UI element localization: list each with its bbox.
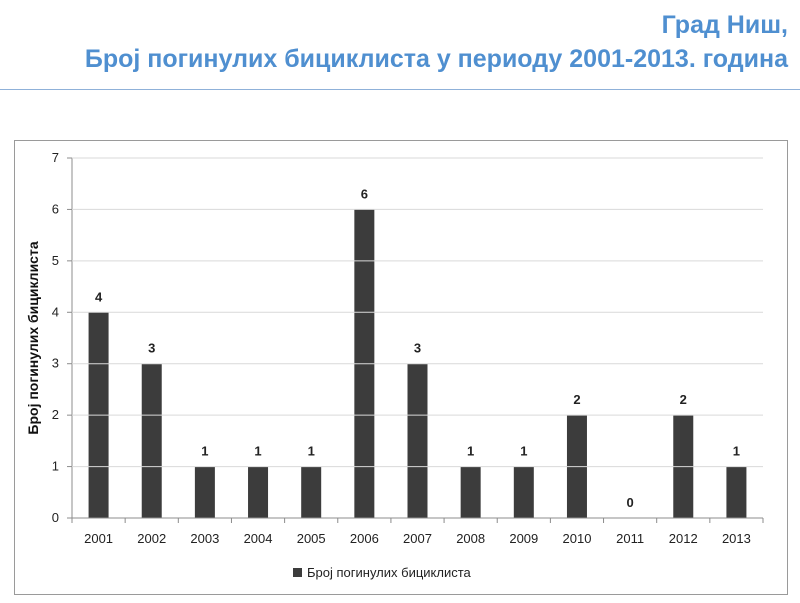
x-tick-label: 2003	[190, 531, 219, 546]
x-tick-label: 2008	[456, 531, 485, 546]
x-tick-label: 2006	[350, 531, 379, 546]
y-tick-label: 6	[52, 201, 59, 216]
y-tick-label: 7	[52, 150, 59, 165]
data-label: 6	[361, 186, 368, 201]
data-label: 1	[308, 444, 315, 459]
data-label: 1	[733, 444, 740, 459]
legend-swatch	[293, 568, 302, 577]
y-axis-label: Број погинулих бициклиста	[25, 241, 41, 434]
data-label: 1	[467, 444, 474, 459]
title-line-2: Број погинулих бициклиста у периоду 2001…	[84, 45, 788, 73]
x-tick-label: 2012	[669, 531, 698, 546]
x-tick-label: 2002	[137, 531, 166, 546]
data-label: 3	[148, 341, 155, 356]
x-tick-label: 2001	[84, 531, 113, 546]
data-label: 0	[626, 495, 633, 510]
y-tick-label: 4	[52, 304, 59, 319]
y-tick-label: 0	[52, 510, 59, 525]
bar	[460, 466, 481, 518]
y-tick-label: 1	[52, 459, 59, 474]
page-title: Град Ниш, Број погинулих бициклиста у пе…	[85, 8, 788, 76]
data-label: 2	[573, 392, 580, 407]
x-tick-label: 2010	[563, 531, 592, 546]
x-tick-label: 2011	[616, 531, 644, 546]
bar	[726, 466, 747, 518]
bar	[407, 363, 428, 518]
y-tick-label: 5	[52, 253, 59, 268]
bar	[513, 466, 534, 518]
y-tick-label: 3	[52, 356, 59, 371]
x-tick-label: 2004	[244, 531, 273, 546]
legend-label: Број погинулих бициклиста	[307, 565, 472, 580]
title-divider	[0, 89, 800, 90]
x-tick-label: 2009	[509, 531, 538, 546]
data-label: 4	[95, 289, 103, 304]
x-tick-label: 2007	[403, 531, 432, 546]
data-label: 2	[680, 392, 687, 407]
title-line-1: Град Ниш,	[661, 11, 788, 39]
bar	[248, 466, 269, 518]
data-label: 1	[254, 444, 261, 459]
bar	[141, 363, 162, 518]
x-tick-label: 2005	[297, 531, 326, 546]
data-label: 1	[520, 444, 527, 459]
bar	[301, 466, 322, 518]
data-label: 3	[414, 341, 421, 356]
y-tick-label: 2	[52, 407, 59, 422]
bar	[194, 466, 215, 518]
x-tick-label: 2013	[722, 531, 751, 546]
data-label: 1	[201, 444, 208, 459]
